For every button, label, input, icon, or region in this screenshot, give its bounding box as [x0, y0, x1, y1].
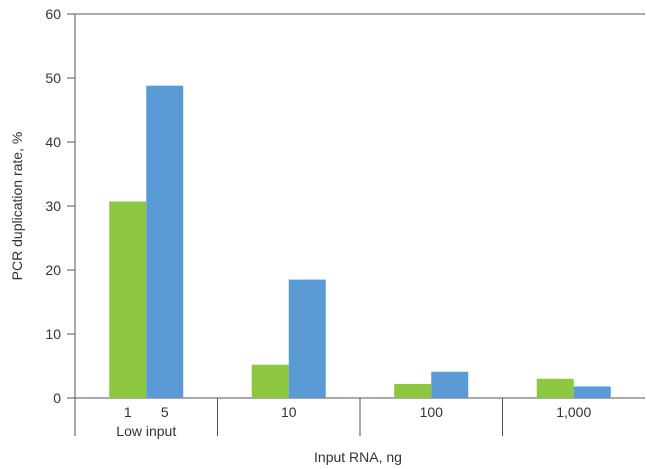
y-tick-label: 60: [45, 6, 61, 22]
y-axis-ticks: 0 10 20 30 40 50 60: [45, 6, 645, 406]
x-tick-label: 100: [420, 404, 444, 420]
bar: [394, 383, 432, 398]
y-tick-label: 10: [45, 326, 61, 342]
x-axis-labels: 1 5 Low input 10 100 1,000: [116, 404, 591, 439]
bar: [109, 201, 147, 398]
bar: [251, 364, 289, 398]
y-axis-title: PCR duplication rate, %: [9, 132, 25, 281]
y-tick-label: 0: [53, 390, 61, 406]
bar: [146, 85, 184, 399]
y-tick-label: 50: [45, 70, 61, 86]
x-axis-title: Input RNA, ng: [314, 449, 402, 465]
y-tick-label: 40: [45, 134, 61, 150]
bar: [431, 371, 469, 398]
bar: [573, 386, 611, 398]
y-tick-label: 30: [45, 198, 61, 214]
group-dividers: [74, 398, 503, 436]
bars: [109, 85, 611, 399]
bar: [288, 279, 326, 398]
x-tick-label: 1,000: [556, 404, 591, 420]
x-tick-label: 5: [161, 404, 169, 420]
bar: [536, 378, 574, 398]
y-tick-label: 20: [45, 262, 61, 278]
x-tick-label: 10: [281, 404, 297, 420]
x-group-label: Low input: [116, 423, 176, 439]
x-tick-label: 1: [124, 404, 132, 420]
